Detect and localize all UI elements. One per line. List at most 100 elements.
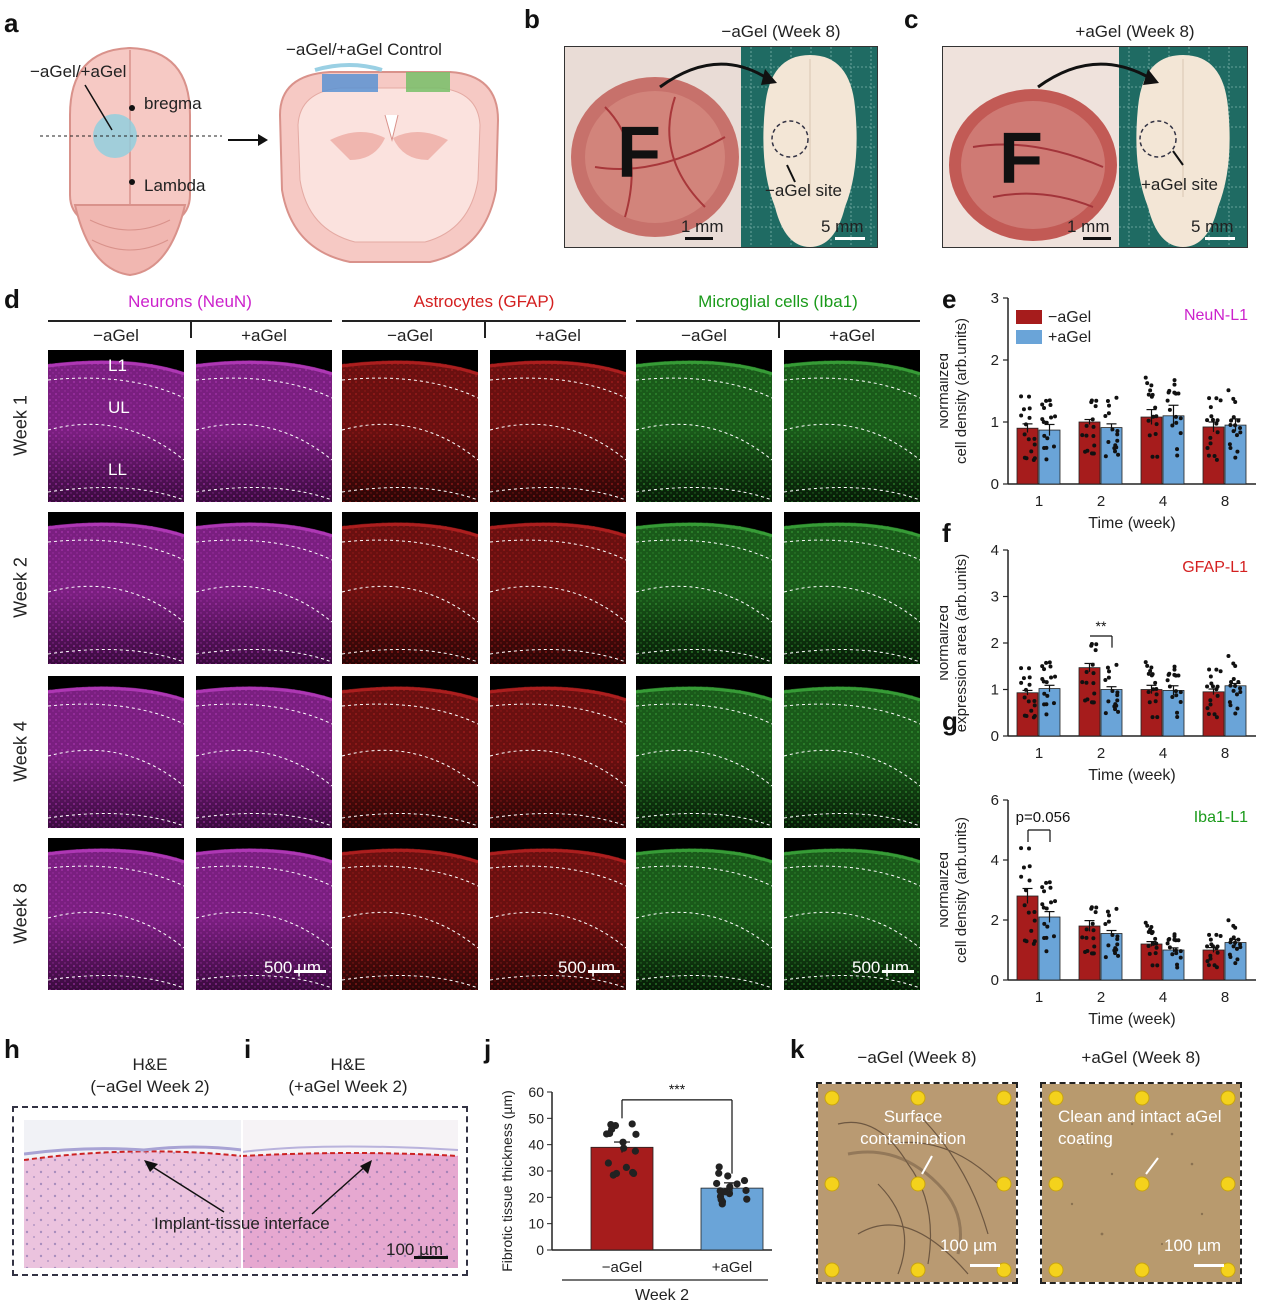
- data-point: [1024, 714, 1029, 719]
- interface-label: Implant-tissue interface: [154, 1214, 330, 1233]
- micrograph-tile: [490, 838, 626, 990]
- data-point: [1208, 956, 1213, 961]
- data-point: [1084, 927, 1089, 932]
- data-point: [1166, 937, 1171, 942]
- data-point: [1153, 405, 1158, 410]
- data-point: [1212, 453, 1217, 458]
- data-point: [1105, 398, 1110, 403]
- data-point: [1103, 414, 1108, 419]
- data-point: [1178, 955, 1183, 960]
- data-point: [603, 1130, 611, 1138]
- data-point: [1227, 442, 1232, 447]
- y-tick-label: 20: [528, 1189, 544, 1205]
- layer-label-L1: L1: [108, 356, 127, 375]
- data-point: [1172, 382, 1177, 387]
- data-point: [1091, 671, 1096, 676]
- x-tick-label: −aGel: [602, 1259, 642, 1276]
- data-point: [1229, 418, 1234, 423]
- panel-k-left-image: Surface contamination 100 µm: [816, 1082, 1018, 1284]
- data-point: [1112, 446, 1117, 451]
- data-point: [1041, 905, 1046, 910]
- data-point: [1027, 675, 1032, 680]
- data-point: [1143, 375, 1148, 380]
- data-point: [1113, 951, 1118, 956]
- micrograph-tile: [196, 350, 332, 502]
- micrograph-tile: [342, 838, 478, 990]
- data-point: [1021, 407, 1026, 412]
- data-point: [1106, 943, 1111, 948]
- data-point: [1154, 692, 1159, 697]
- data-point: [1150, 715, 1155, 720]
- x-tick-label: 1: [1035, 493, 1043, 510]
- data-point: [1029, 449, 1034, 454]
- data-point: [1107, 403, 1112, 408]
- data-point: [1146, 943, 1151, 948]
- data-point: [1228, 955, 1233, 960]
- data-point: [1053, 899, 1058, 904]
- data-point: [1042, 921, 1047, 926]
- data-point: [1093, 648, 1098, 653]
- micrograph-tile: [196, 676, 332, 828]
- micrograph-tile: [490, 676, 626, 828]
- condition-label: −aGel: [93, 326, 139, 345]
- data-point: [1214, 457, 1219, 462]
- data-point: [1212, 712, 1217, 717]
- data-point: [1214, 965, 1219, 970]
- scale-1mm: 1 mm: [1067, 217, 1110, 236]
- micrograph-tile: [48, 676, 184, 828]
- x-tick-label: 2: [1097, 493, 1105, 510]
- data-point: [1022, 695, 1027, 700]
- site-label: +aGel site: [1141, 175, 1219, 194]
- data-point: [1042, 667, 1047, 672]
- data-point: [1103, 711, 1108, 716]
- data-point: [1040, 885, 1045, 890]
- micrograph-tile: [48, 512, 184, 664]
- data-point: [1032, 456, 1037, 461]
- y-tick-label: 0: [991, 972, 999, 989]
- data-point: [1153, 951, 1158, 956]
- x-tick-label: 2: [1097, 745, 1105, 762]
- data-point: [1091, 936, 1096, 941]
- data-point: [1089, 398, 1094, 403]
- data-point: [743, 1195, 751, 1203]
- data-point: [1110, 932, 1115, 937]
- data-point: [1154, 422, 1159, 427]
- week-label-4: Week 8: [10, 883, 31, 944]
- data-point: [1044, 949, 1049, 954]
- data-point: [1238, 945, 1243, 950]
- bregma-point: [129, 105, 135, 111]
- data-point: [1048, 664, 1053, 669]
- data-point: [1026, 437, 1031, 442]
- data-point: [715, 1163, 723, 1171]
- panel-label-h: h: [4, 1034, 20, 1064]
- data-point: [1114, 662, 1119, 667]
- data-point: [1174, 420, 1179, 425]
- bar: [590, 1146, 654, 1251]
- data-point: [1089, 451, 1094, 456]
- bar: [1078, 667, 1101, 737]
- panel-label-a: a: [4, 8, 19, 38]
- control-rect: [406, 72, 450, 92]
- data-point: [1029, 928, 1034, 933]
- bar: [1140, 689, 1163, 737]
- data-point: [1032, 918, 1037, 923]
- data-point: [1115, 438, 1120, 443]
- data-point: [1084, 423, 1089, 428]
- micrograph-tile: [784, 350, 920, 502]
- y-tick-label: 4: [991, 852, 999, 869]
- data-point: [1049, 900, 1054, 905]
- data-point: [1094, 642, 1099, 647]
- data-point: [1214, 396, 1219, 401]
- data-point: [1024, 939, 1029, 944]
- data-point: [1089, 641, 1094, 646]
- data-point: [1080, 433, 1085, 438]
- data-point: [1042, 691, 1047, 696]
- data-point: [1084, 680, 1089, 685]
- data-point: [1023, 687, 1028, 692]
- legend-label: −aGel: [1048, 309, 1091, 326]
- x-tick-label: 4: [1159, 745, 1167, 762]
- data-point: [1051, 444, 1056, 449]
- data-point: [1084, 935, 1089, 940]
- data-point: [1094, 398, 1099, 403]
- lambda-label: Lambda: [144, 176, 206, 195]
